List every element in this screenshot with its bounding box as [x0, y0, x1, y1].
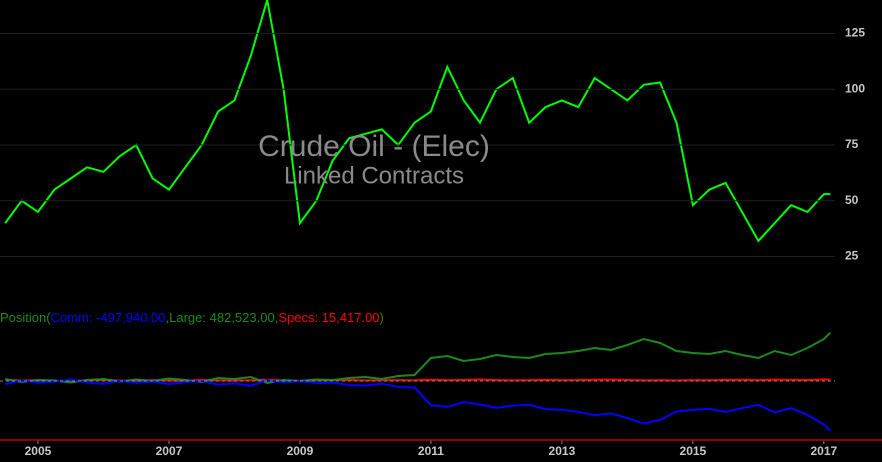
x-tick-label: 2005 — [25, 444, 52, 458]
legend: PositionComm-497,940.00Large482,523.00Sp… — [0, 310, 384, 325]
chart-title: Crude Oil - (Elec) — [258, 130, 490, 163]
x-tick-label: 2011 — [418, 444, 444, 458]
legend-value: 482,523.00 — [210, 310, 279, 325]
legend-value: -497,940.00 — [96, 310, 169, 325]
series-line — [4, 0, 831, 243]
y-tick-label: 25 — [845, 249, 859, 263]
legend-series-name: Large — [169, 310, 209, 325]
legend-value: 15,417.00 — [322, 310, 384, 325]
x-tick-label: 2017 — [811, 444, 838, 458]
series-line — [5, 331, 832, 385]
y-tick-label: 50 — [845, 193, 859, 207]
legend-series-name: Comm — [51, 310, 97, 325]
chart-subtitle: Linked Contracts — [284, 162, 464, 189]
x-tick-label: 2007 — [156, 444, 183, 458]
legend-series-name: Specs — [278, 310, 321, 325]
y-tick-label: 100 — [845, 81, 865, 95]
series-line — [4, 378, 832, 432]
legend-title: Position — [0, 310, 51, 325]
y-tick-label: 125 — [845, 26, 865, 40]
x-tick-label: 2015 — [680, 444, 707, 458]
x-tick-label: 2013 — [549, 444, 576, 458]
x-tick-label: 2009 — [287, 444, 314, 458]
y-tick-label: 75 — [845, 137, 859, 151]
